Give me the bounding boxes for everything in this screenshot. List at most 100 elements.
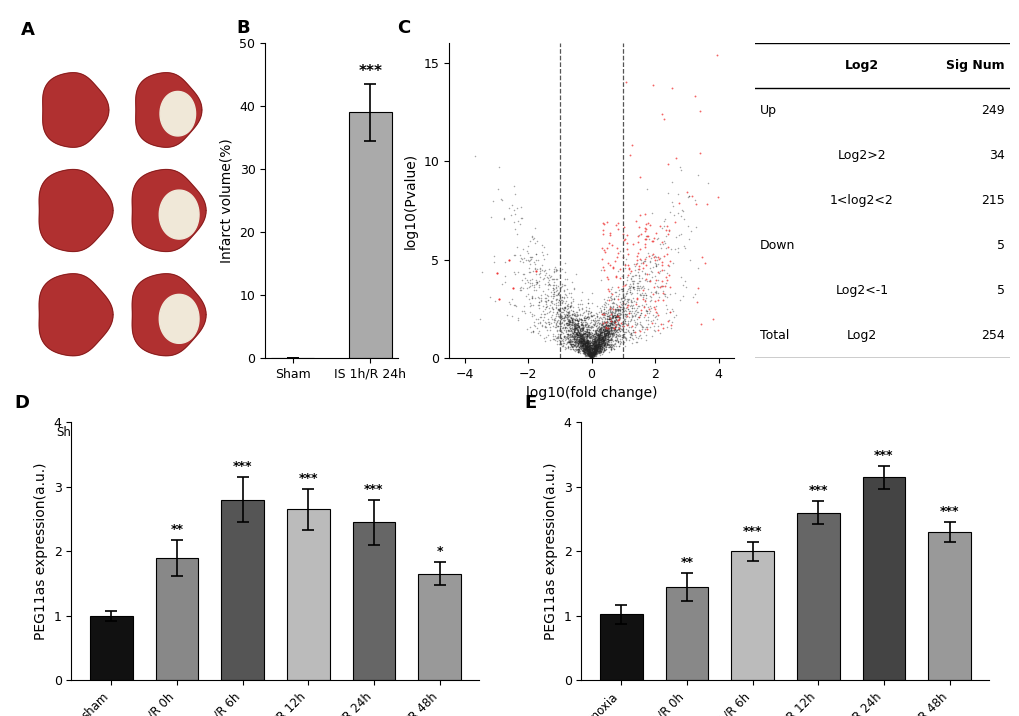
Point xyxy=(551,321,568,332)
Point xyxy=(621,334,637,346)
Point xyxy=(576,344,592,356)
Point xyxy=(663,196,680,208)
Point xyxy=(574,344,590,355)
Point xyxy=(579,350,595,362)
Point xyxy=(559,306,576,318)
Point xyxy=(594,336,610,347)
Point xyxy=(647,258,663,270)
Point xyxy=(582,349,598,361)
Point xyxy=(580,306,596,317)
Point xyxy=(586,337,602,349)
Point xyxy=(639,247,655,258)
Point xyxy=(525,316,541,328)
Point xyxy=(586,319,602,331)
Point xyxy=(590,314,606,326)
Point xyxy=(597,330,613,342)
Point xyxy=(595,218,611,230)
Point xyxy=(644,309,660,321)
Point xyxy=(623,321,639,333)
Point xyxy=(572,329,588,340)
Point xyxy=(606,311,623,322)
Point xyxy=(580,347,596,358)
Point xyxy=(600,326,616,338)
Point xyxy=(585,349,601,361)
Point xyxy=(578,338,594,349)
Point xyxy=(596,334,612,346)
Point xyxy=(570,346,586,357)
Point xyxy=(625,281,641,293)
Point xyxy=(595,336,611,347)
Point xyxy=(592,306,608,317)
Point xyxy=(560,336,577,347)
Point xyxy=(574,334,590,346)
Point xyxy=(552,332,569,344)
Point xyxy=(585,348,601,359)
Point xyxy=(594,334,610,346)
Point xyxy=(560,319,577,330)
Point xyxy=(580,335,596,347)
Point xyxy=(583,332,599,344)
Point xyxy=(583,352,599,363)
Point xyxy=(583,347,599,359)
Point xyxy=(593,328,609,339)
Point xyxy=(602,294,619,305)
Bar xyxy=(418,574,461,680)
Point xyxy=(562,332,579,343)
Text: ***: *** xyxy=(808,484,827,497)
Point xyxy=(596,344,612,355)
Point xyxy=(622,284,638,296)
Point xyxy=(575,338,591,349)
Point xyxy=(583,342,599,354)
Point xyxy=(582,348,598,359)
Point xyxy=(581,328,597,339)
Point xyxy=(576,343,592,354)
Point xyxy=(572,337,588,349)
Point xyxy=(570,325,586,337)
Point xyxy=(573,334,589,345)
Point xyxy=(578,326,594,338)
Point xyxy=(578,343,594,354)
Point xyxy=(618,333,634,344)
Point xyxy=(583,349,599,361)
Point xyxy=(581,344,597,356)
Point xyxy=(581,350,597,362)
Point xyxy=(590,328,606,339)
Point xyxy=(595,332,611,343)
Point xyxy=(577,342,593,354)
Point xyxy=(580,344,596,355)
Point xyxy=(585,350,601,362)
Point xyxy=(605,329,622,341)
Point xyxy=(583,349,599,360)
Point xyxy=(582,340,598,352)
Point xyxy=(603,341,620,352)
Point xyxy=(586,334,602,346)
Point xyxy=(590,347,606,358)
Point xyxy=(579,337,595,348)
Point xyxy=(614,309,631,320)
Point xyxy=(587,344,603,355)
Point xyxy=(613,295,630,306)
Point xyxy=(596,332,612,344)
Point xyxy=(603,318,620,329)
Point xyxy=(573,344,589,355)
Point xyxy=(622,266,638,277)
Point xyxy=(578,347,594,358)
Point xyxy=(584,334,600,346)
Point xyxy=(686,289,702,300)
Point xyxy=(574,334,590,345)
Point xyxy=(603,332,620,343)
Point xyxy=(562,326,579,338)
Point xyxy=(582,349,598,360)
Point xyxy=(649,321,665,332)
Point xyxy=(574,337,590,348)
Point xyxy=(583,306,599,318)
Point xyxy=(608,301,625,312)
Point xyxy=(625,326,641,338)
Point xyxy=(596,312,612,324)
Point xyxy=(551,283,568,294)
Point xyxy=(576,338,592,349)
Point xyxy=(604,301,621,312)
Point xyxy=(627,319,643,331)
Point xyxy=(596,333,612,344)
Point xyxy=(594,347,610,358)
